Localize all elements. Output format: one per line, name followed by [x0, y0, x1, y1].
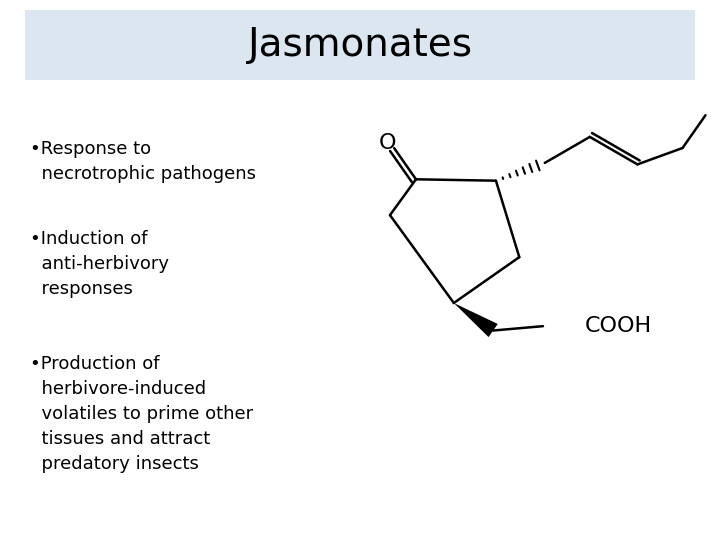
Text: COOH: COOH [585, 316, 652, 336]
Text: •Induction of
  anti-herbivory
  responses: •Induction of anti-herbivory responses [30, 230, 169, 298]
FancyBboxPatch shape [25, 10, 695, 80]
Text: •Response to
  necrotrophic pathogens: •Response to necrotrophic pathogens [30, 140, 256, 183]
Text: O: O [379, 133, 396, 153]
Text: Jasmonates: Jasmonates [248, 26, 472, 64]
Text: •Production of
  herbivore-induced
  volatiles to prime other
  tissues and attr: •Production of herbivore-induced volatil… [30, 355, 253, 473]
Polygon shape [454, 303, 498, 337]
